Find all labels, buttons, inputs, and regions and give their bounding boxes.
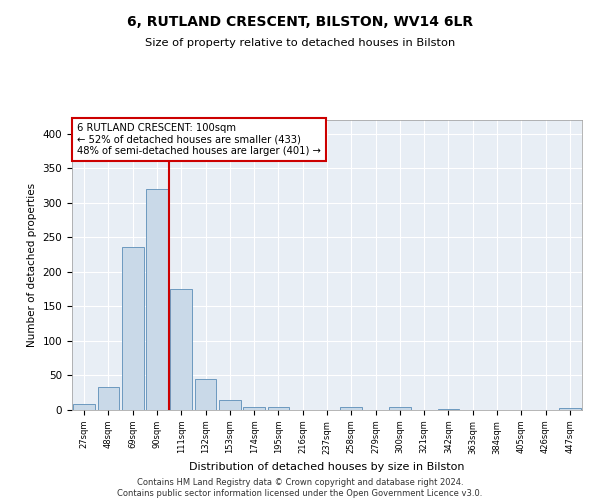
Bar xyxy=(559,408,581,410)
X-axis label: Distribution of detached houses by size in Bilston: Distribution of detached houses by size … xyxy=(189,462,465,472)
Bar xyxy=(73,404,95,410)
Bar xyxy=(122,247,143,410)
Y-axis label: Number of detached properties: Number of detached properties xyxy=(27,183,37,347)
Bar xyxy=(146,189,168,410)
Text: Size of property relative to detached houses in Bilston: Size of property relative to detached ho… xyxy=(145,38,455,48)
Bar xyxy=(194,379,217,410)
Bar xyxy=(97,387,119,410)
Bar xyxy=(268,406,289,410)
Text: 6 RUTLAND CRESCENT: 100sqm
← 52% of detached houses are smaller (433)
48% of sem: 6 RUTLAND CRESCENT: 100sqm ← 52% of deta… xyxy=(77,123,321,156)
Bar xyxy=(243,406,265,410)
Bar xyxy=(389,406,411,410)
Bar xyxy=(170,289,192,410)
Bar xyxy=(437,408,460,410)
Text: 6, RUTLAND CRESCENT, BILSTON, WV14 6LR: 6, RUTLAND CRESCENT, BILSTON, WV14 6LR xyxy=(127,15,473,29)
Text: Contains HM Land Registry data © Crown copyright and database right 2024.
Contai: Contains HM Land Registry data © Crown c… xyxy=(118,478,482,498)
Bar xyxy=(219,400,241,410)
Bar xyxy=(340,406,362,410)
